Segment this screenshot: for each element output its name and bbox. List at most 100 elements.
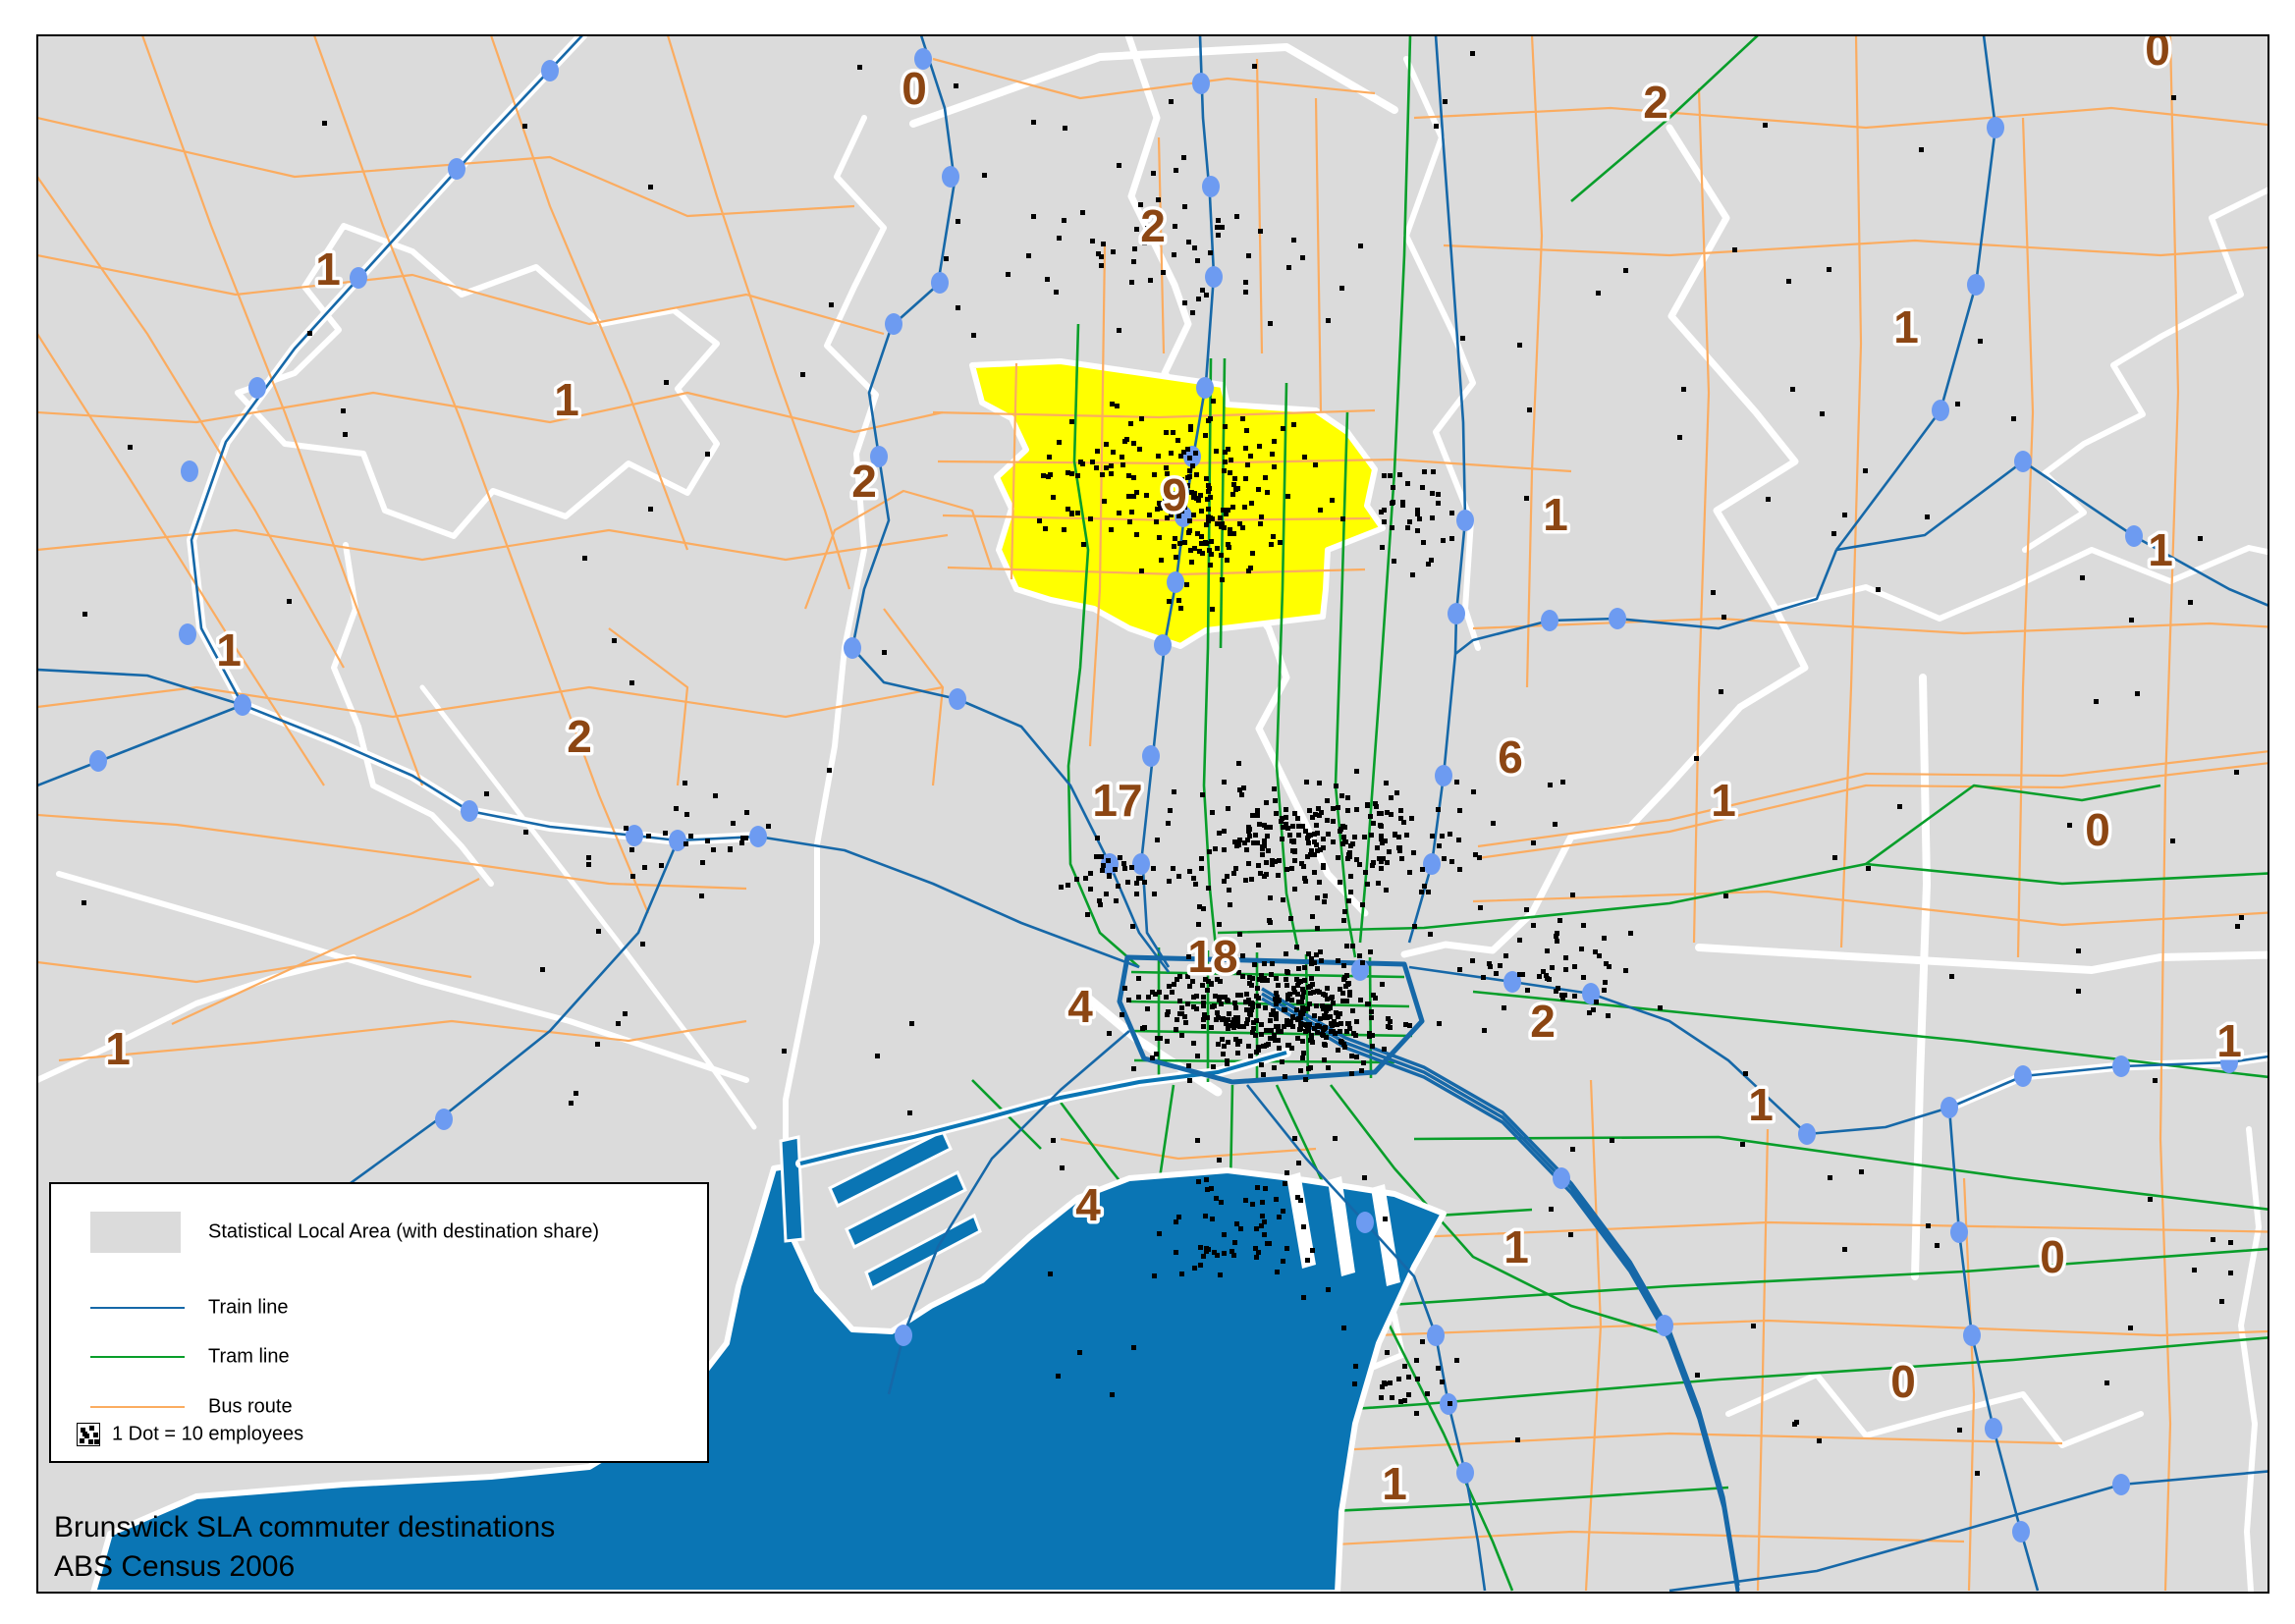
train-station-dot	[1423, 853, 1441, 875]
train-station-dot	[1167, 571, 1184, 593]
train-station-dot	[1932, 400, 1949, 421]
train-station-dot	[626, 825, 643, 846]
train-station-dot	[885, 313, 902, 335]
train-station-dot	[942, 166, 959, 188]
sla-share-label: 1	[1543, 489, 1568, 540]
map-title-line1: Brunswick SLA commuter destinations	[54, 1511, 556, 1543]
train-line-swatch	[90, 1307, 185, 1309]
train-station-dot	[2014, 1065, 2032, 1087]
sla-share-label: 0	[902, 63, 927, 114]
train-station-dot	[669, 830, 686, 851]
sla-share-label: 4	[1075, 1179, 1101, 1230]
train-station-dot	[350, 267, 367, 289]
train-station-dot	[1456, 510, 1474, 531]
train-station-dot	[1448, 603, 1465, 624]
train-station-dot	[1940, 1097, 1958, 1118]
sla-area-swatch	[90, 1212, 181, 1253]
train-station-dot	[931, 272, 949, 294]
train-station-dot	[181, 460, 198, 482]
sla-share-label: 1	[315, 244, 341, 295]
legend-sla-label: Statistical Local Area (with destination…	[208, 1220, 599, 1243]
legend-train-label: Train line	[208, 1296, 289, 1319]
legend-bus-label: Bus route	[208, 1395, 293, 1418]
train-station-dot	[2012, 1521, 2030, 1543]
legend-tram-label: Tram line	[208, 1345, 290, 1368]
train-station-dot	[895, 1325, 912, 1346]
train-station-dot	[1202, 176, 1220, 197]
train-station-dot	[1356, 1212, 1374, 1233]
sla-share-label: 18	[1187, 931, 1237, 982]
train-station-dot	[1196, 377, 1214, 399]
sla-share-label: 2	[567, 711, 592, 762]
map-title: Brunswick SLA commuter destinations ABS …	[54, 1508, 555, 1587]
sla-share-label: 1	[554, 374, 579, 425]
train-station-dot	[1987, 117, 2004, 138]
train-station-dot	[1541, 610, 1558, 631]
train-station-dot	[914, 48, 932, 70]
train-station-dot	[461, 800, 478, 822]
sla-share-label: 2	[1643, 77, 1668, 128]
train-station-dot	[1553, 1167, 1570, 1189]
sla-share-label: 1	[2216, 1015, 2242, 1066]
train-station-dot	[1132, 853, 1150, 875]
tram-line-swatch	[90, 1356, 185, 1358]
train-station-dot	[1503, 971, 1521, 993]
train-station-dot	[870, 446, 888, 467]
train-station-dot	[2014, 451, 2032, 472]
tram-lines-layer	[971, 36, 2268, 1592]
employee-dots-layer	[82, 51, 2244, 1476]
sla-share-label: 1	[105, 1023, 131, 1074]
sla-share-label: 9	[1162, 469, 1187, 520]
sla-share-label: 17	[1092, 775, 1142, 826]
sla-share-label: 1	[1748, 1079, 1774, 1130]
train-station-dot	[435, 1109, 453, 1130]
train-station-dot	[1205, 266, 1223, 288]
map-title-line2: ABS Census 2006	[54, 1550, 296, 1583]
train-station-dot	[179, 623, 196, 645]
sla-share-label: 1	[1893, 301, 1919, 352]
sla-share-label: 1	[2148, 524, 2173, 575]
train-station-dot	[1963, 1325, 1981, 1346]
train-station-dot	[1950, 1221, 1968, 1243]
bus-routes-layer	[38, 36, 2268, 1592]
sla-share-label: 2	[1530, 996, 1556, 1047]
train-station-dot	[1582, 983, 1600, 1004]
train-station-dot	[1427, 1325, 1445, 1346]
train-station-dot	[1192, 73, 1210, 94]
bus-route-swatch	[90, 1406, 185, 1408]
train-station-dot	[1142, 745, 1160, 767]
train-station-dot	[1985, 1418, 2002, 1439]
sla-share-label: 0	[2145, 24, 2170, 75]
train-station-dot	[2112, 1056, 2130, 1077]
train-station-dot	[1656, 1315, 1673, 1336]
destination-share-labels-layer: 0 1 1 2 2 0 1 2 9 1 1 1 2 17 6 1 0 18 4 2 1 1 1 4 1 0 0 1	[102, 24, 2246, 1513]
train-station-dot	[541, 60, 559, 81]
train-station-dot	[248, 377, 266, 399]
train-station-dot	[749, 826, 767, 847]
train-stations-layer	[89, 48, 2238, 1543]
train-station-dot	[234, 694, 251, 716]
train-station-dot	[2220, 1052, 2238, 1073]
map-legend: Statistical Local Area (with destination…	[49, 1182, 709, 1463]
sla-share-label: 1	[216, 624, 242, 676]
train-station-dot	[1609, 608, 1626, 629]
sla-share-label: 0	[2040, 1231, 2065, 1282]
train-station-dot	[2125, 525, 2143, 547]
train-station-dot	[1154, 634, 1172, 656]
train-station-dot	[949, 688, 966, 710]
sla-share-label: 4	[1067, 981, 1093, 1032]
train-station-dot	[1798, 1123, 1816, 1145]
train-station-dot	[1967, 274, 1985, 296]
sla-share-label: 0	[2085, 804, 2110, 855]
train-station-dot	[1456, 1462, 1474, 1484]
sla-share-label: 2	[851, 456, 877, 507]
sla-share-label: 1	[1382, 1458, 1407, 1509]
train-station-dot	[89, 750, 107, 772]
employee-dot-swatch-icon	[77, 1423, 100, 1446]
legend-dot-label: 1 Dot = 10 employees	[112, 1423, 304, 1445]
train-station-dot	[448, 158, 465, 180]
map-layers: 0 1 1 2 2 0 1 2 9 1 1 1 2 17 6 1 0 18 4 2 1 1 1 4 1 0 0 1	[38, 24, 2268, 1592]
sla-share-label: 1	[1503, 1221, 1529, 1272]
train-station-dot	[1435, 765, 1452, 786]
